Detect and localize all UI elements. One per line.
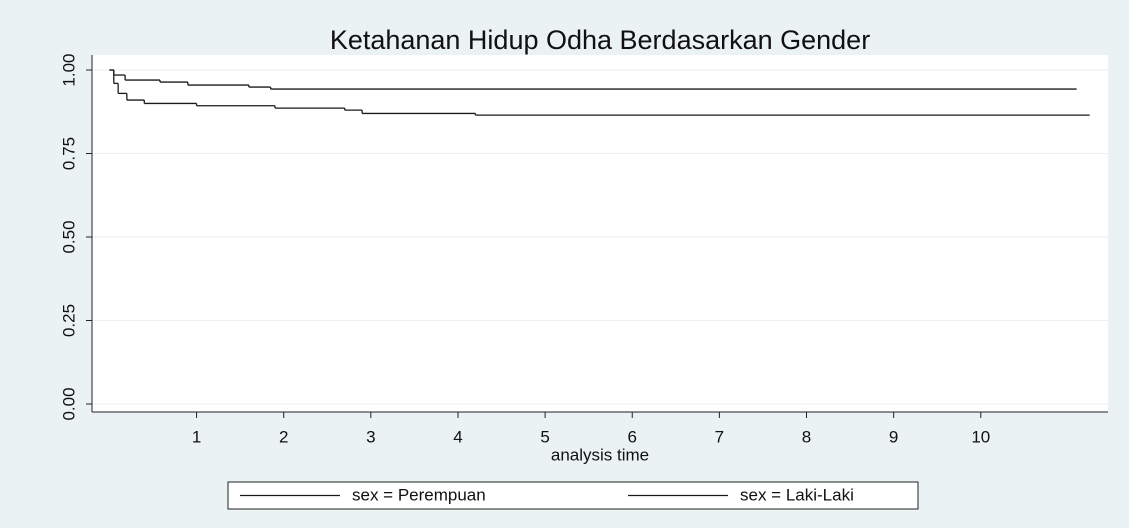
x-tick-label: 1 <box>192 427 201 446</box>
x-tick-label: 8 <box>802 427 811 446</box>
x-tick-label: 6 <box>628 427 637 446</box>
x-tick-label: 10 <box>971 427 990 446</box>
y-tick-label: 0.50 <box>59 220 78 253</box>
plot-area <box>92 55 1108 412</box>
chart-title: Ketahanan Hidup Odha Berdasarkan Gender <box>330 25 870 55</box>
y-tick-label: 0.25 <box>59 304 78 337</box>
x-tick-label: 2 <box>279 427 288 446</box>
legend-label: sex = Perempuan <box>352 485 486 504</box>
legend <box>227 481 919 510</box>
y-tick-label: 0.00 <box>59 387 78 420</box>
x-tick-label: 9 <box>889 427 898 446</box>
y-tick-label: 1.00 <box>59 53 78 86</box>
x-tick-label: 5 <box>540 427 549 446</box>
x-axis-label: analysis time <box>551 445 649 464</box>
x-tick-label: 7 <box>715 427 724 446</box>
y-tick-label: 0.75 <box>59 137 78 170</box>
legend-label: sex = Laki-Laki <box>740 485 854 504</box>
x-tick-label: 3 <box>366 427 375 446</box>
x-tick-label: 4 <box>453 427 462 446</box>
